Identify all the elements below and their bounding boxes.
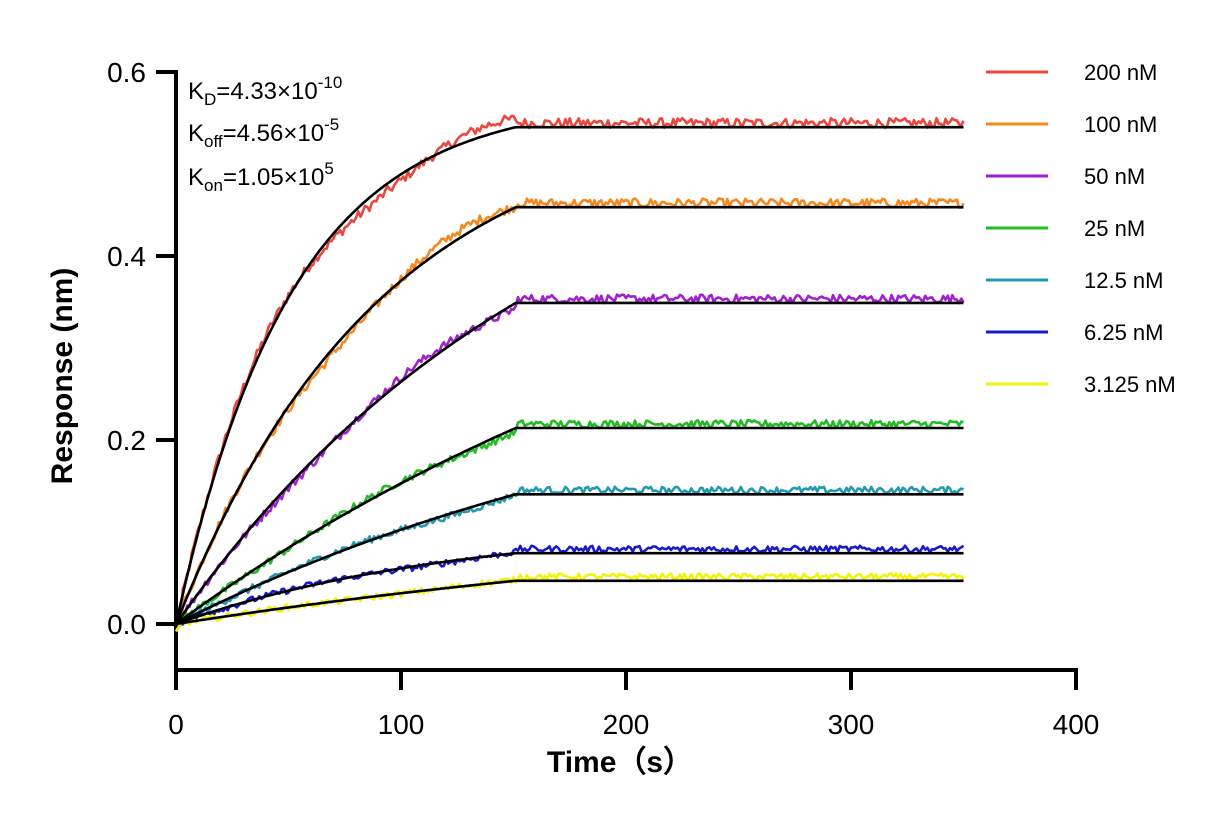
y-axis-title: Response (nm): [46, 268, 79, 485]
legend-label-2: 100 nM: [1084, 112, 1157, 137]
x-tick-label: 100: [378, 709, 425, 740]
kon-annotation: Kon=1.05×105: [188, 159, 334, 195]
x-tick-label: 200: [603, 709, 650, 740]
fit-curves: [174, 125, 964, 626]
axes: 0.0 0.2 0.4 0.6 0 100 200 300 400: [107, 57, 1099, 740]
fit-curve-6: [175, 551, 964, 626]
legend-label-7: 3.125 nM: [1084, 372, 1176, 397]
fit-curve-5: [175, 493, 964, 626]
legend-label-5: 12.5 nM: [1084, 268, 1164, 293]
series-line-2: [174, 197, 965, 633]
x-axis-title: Time（s）: [547, 745, 693, 779]
fit-curve-3: [174, 301, 964, 625]
series-line-4: [174, 418, 964, 633]
y-tick-label: 0.2: [107, 425, 146, 456]
series-line-5: [174, 485, 964, 633]
y-tick-label: 0.0: [107, 609, 146, 640]
legend-label-4: 25 nM: [1084, 216, 1145, 241]
x-tick-label: 300: [828, 709, 875, 740]
fit-curve-2: [174, 205, 964, 625]
y-tick-label: 0.6: [107, 57, 146, 88]
x-tick-label: 400: [1053, 709, 1100, 740]
x-tick-label: 0: [168, 709, 184, 740]
legend: 200 nM 100 nM 50 nM 25 nM 12.5 nM 6.25 nM 3.12…: [986, 60, 1176, 397]
legend-label-1: 200 nM: [1084, 60, 1157, 85]
series-line-1: [174, 114, 965, 633]
fit-curve-1: [174, 125, 964, 625]
fit-curve-7: [175, 579, 964, 626]
koff-annotation: Koff=4.56×10-5: [188, 115, 339, 151]
series-line-7: [174, 572, 965, 633]
kinetic-annotations: KD=4.33×10-10 Koff=4.56×10-5 Kon=1.05×10…: [188, 73, 342, 195]
kd-annotation: KD=4.33×10-10: [188, 73, 342, 109]
legend-label-3: 50 nM: [1084, 164, 1145, 189]
fit-curve-4: [175, 426, 964, 626]
series-line-6: [174, 544, 965, 633]
y-tick-label: 0.4: [107, 241, 146, 272]
legend-label-6: 6.25 nM: [1084, 320, 1164, 345]
